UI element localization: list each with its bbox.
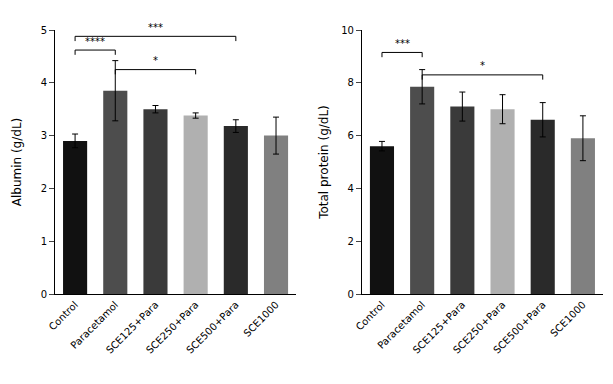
svg-text:2: 2	[41, 183, 47, 194]
svg-text:****: ****	[85, 36, 105, 47]
svg-text:4: 4	[348, 183, 354, 194]
svg-text:8: 8	[348, 77, 354, 88]
svg-text:0: 0	[41, 289, 47, 300]
svg-text:SCE250+Para: SCE250+Para	[451, 299, 508, 356]
svg-text:2: 2	[348, 236, 354, 247]
svg-text:SCE500+Para: SCE500+Para	[491, 299, 548, 356]
svg-text:10: 10	[341, 25, 354, 36]
svg-text:6: 6	[348, 130, 354, 141]
svg-text:SCE125+Para: SCE125+Para	[411, 299, 468, 356]
svg-text:***: ***	[395, 38, 410, 49]
svg-text:3: 3	[41, 130, 47, 141]
svg-text:Paracetamol: Paracetamol	[68, 299, 120, 351]
svg-text:5: 5	[41, 25, 47, 36]
svg-text:SCE500+Para: SCE500+Para	[184, 299, 241, 356]
svg-text:SCE125+Para: SCE125+Para	[104, 299, 161, 356]
svg-text:SCE250+Para: SCE250+Para	[144, 299, 201, 356]
svg-text:0: 0	[348, 289, 354, 300]
svg-text:SCE1000: SCE1000	[241, 299, 281, 339]
svg-text:Control: Control	[354, 299, 387, 332]
svg-text:Albumin (g/dL): Albumin (g/dL)	[10, 118, 24, 207]
svg-text:Paracetamol: Paracetamol	[375, 299, 427, 351]
svg-text:Control: Control	[47, 299, 80, 332]
svg-text:***: ***	[148, 22, 163, 33]
svg-text:*: *	[480, 60, 485, 71]
svg-text:Total protein (g/dL): Total protein (g/dL)	[317, 105, 331, 220]
svg-text:1: 1	[41, 236, 47, 247]
svg-text:4: 4	[41, 77, 47, 88]
svg-text:SCE1000: SCE1000	[548, 299, 588, 339]
svg-text:*: *	[153, 55, 158, 66]
